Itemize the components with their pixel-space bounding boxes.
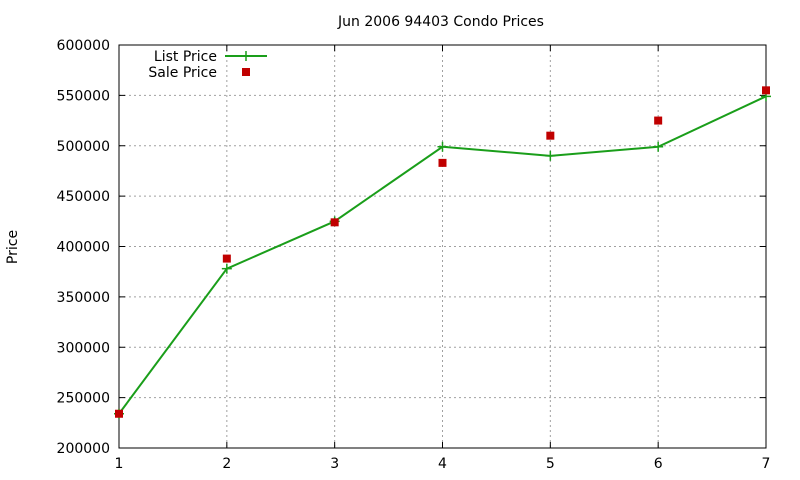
x-tick-label: 5 (546, 456, 555, 472)
y-tick-label: 600000 (57, 38, 110, 54)
series-sale-price (115, 86, 770, 418)
legend-marker (241, 51, 251, 61)
x-tick-label: 2 (222, 456, 231, 472)
legend-label: List Price (154, 49, 217, 65)
grid-lines (119, 45, 766, 448)
data-point (437, 141, 448, 152)
data-point (330, 218, 339, 227)
data-point (222, 254, 231, 263)
data-point (654, 116, 663, 125)
y-tick-label: 300000 (57, 340, 110, 356)
legend-marker (242, 68, 250, 76)
data-point (438, 158, 447, 167)
y-tick-label: 500000 (57, 139, 110, 155)
y-axis-label: Price (5, 230, 21, 264)
legend-entry: Sale Price (148, 65, 250, 81)
legend-entry: List Price (154, 49, 267, 65)
series-layer (114, 86, 771, 419)
data-point (115, 409, 123, 418)
chart-title: Jun 2006 94403 Condo Prices (337, 14, 544, 30)
data-point (546, 131, 555, 140)
x-tick-label: 7 (762, 456, 771, 472)
x-tick-label: 6 (654, 456, 663, 472)
y-tick-label: 250000 (57, 391, 110, 407)
y-tick-label: 350000 (57, 290, 110, 306)
data-point (221, 263, 232, 274)
x-tick-label: 4 (438, 456, 447, 472)
data-point (762, 86, 770, 95)
axis-ticks: 1 2 3 4 5 6 7 200000 250000 300000 350000 400000 450… (57, 38, 771, 472)
y-tick-label: 200000 (57, 441, 110, 457)
x-tick-label: 1 (115, 456, 124, 472)
data-point (545, 150, 556, 161)
y-tick-label: 400000 (57, 240, 110, 256)
x-tick-label: 3 (330, 456, 339, 472)
data-point (653, 141, 664, 152)
y-tick-label: 550000 (57, 88, 110, 104)
legend-label: Sale Price (148, 65, 217, 81)
y-tick-label: 450000 (57, 189, 110, 205)
